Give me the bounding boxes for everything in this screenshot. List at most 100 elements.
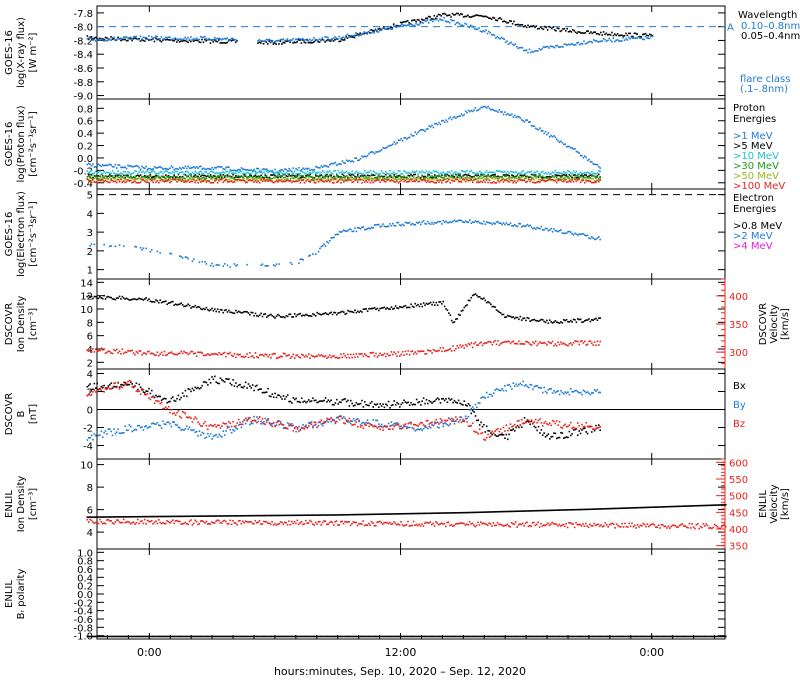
- data-point: [501, 434, 503, 436]
- data-point: [519, 177, 522, 180]
- data-point: [591, 41, 594, 44]
- data-point: [553, 344, 555, 347]
- data-point: [271, 314, 274, 317]
- data-point: [160, 170, 163, 173]
- data-point: [569, 175, 572, 177]
- data-point: [467, 299, 470, 302]
- data-point: [115, 38, 118, 41]
- data-point: [522, 120, 524, 122]
- data-point: [86, 385, 89, 388]
- data-point: [184, 305, 187, 307]
- data-point: [403, 354, 405, 356]
- data-point: [214, 178, 216, 181]
- data-point: [309, 421, 311, 424]
- data-point: [467, 221, 470, 224]
- data-point: [251, 170, 254, 172]
- y-axis-label: [cm⁻³]: [28, 308, 39, 340]
- data-point: [267, 179, 269, 181]
- data-point: [236, 264, 239, 266]
- data-point: [341, 399, 344, 401]
- data-point: [574, 428, 576, 431]
- data-point: [197, 172, 199, 175]
- data-point: [197, 178, 199, 180]
- data-point: [579, 233, 582, 236]
- data-point: [369, 151, 372, 154]
- data-point: [525, 172, 527, 175]
- data-point: [337, 179, 339, 182]
- data-point: [460, 180, 463, 182]
- data-point: [476, 178, 478, 181]
- data-point: [446, 14, 448, 17]
- data-point: [525, 340, 527, 343]
- data-point: [223, 37, 226, 40]
- data-point: [413, 180, 415, 182]
- data-point: [478, 222, 481, 224]
- data-point: [328, 39, 331, 42]
- data-point: [251, 171, 254, 173]
- data-point: [466, 345, 468, 347]
- data-point: [471, 346, 474, 349]
- data-point: [345, 159, 348, 162]
- data-point: [188, 177, 191, 180]
- series--10-mev: [86, 169, 601, 176]
- data-point: [473, 293, 475, 296]
- data-point: [461, 24, 464, 27]
- data-point: [348, 178, 351, 181]
- data-point: [449, 418, 452, 421]
- data-point: [111, 352, 114, 355]
- data-point: [474, 173, 477, 175]
- data-point: [142, 429, 145, 431]
- data-point: [420, 404, 422, 406]
- data-point: [100, 38, 103, 40]
- data-point: [108, 172, 111, 174]
- data-point: [478, 295, 481, 298]
- data-point: [313, 181, 316, 184]
- data-point: [568, 177, 571, 179]
- data-point: [372, 181, 374, 184]
- data-point: [492, 305, 495, 308]
- data-point: [575, 175, 578, 177]
- data-point: [232, 169, 234, 172]
- data-point: [355, 177, 358, 179]
- data-point: [516, 115, 519, 118]
- data-point: [288, 170, 290, 172]
- data-point: [197, 38, 199, 41]
- data-point: [518, 178, 520, 181]
- data-point: [560, 175, 562, 178]
- data-point: [466, 175, 468, 177]
- data-point: [561, 432, 564, 434]
- data-point: [623, 35, 626, 37]
- data-point: [334, 169, 337, 172]
- data-point: [345, 356, 348, 359]
- data-point: [222, 177, 225, 179]
- data-point: [260, 40, 262, 42]
- data-point: [341, 176, 344, 179]
- data-point: [417, 175, 419, 177]
- data-point: [97, 163, 100, 166]
- data-point: [383, 225, 386, 228]
- data-point: [181, 257, 184, 259]
- data-point: [401, 140, 404, 142]
- data-point: [101, 387, 104, 389]
- data-point: [308, 41, 311, 44]
- data-point: [590, 174, 593, 177]
- data-point: [512, 316, 515, 318]
- data-point: [513, 20, 515, 23]
- data-point: [174, 177, 177, 180]
- data-point: [488, 430, 491, 432]
- data-point: [449, 347, 452, 350]
- data-point: [488, 222, 491, 224]
- data-point: [578, 343, 580, 346]
- y-axis-label: log(Electron flux): [16, 191, 27, 277]
- data-point: [551, 435, 554, 438]
- data-point: [429, 301, 432, 304]
- data-point: [550, 388, 552, 390]
- data-point: [92, 348, 94, 350]
- data-point: [380, 179, 383, 182]
- data-point: [572, 174, 575, 176]
- data-point: [459, 402, 461, 405]
- data-point: [481, 173, 484, 176]
- data-point: [333, 178, 335, 181]
- data-point: [359, 227, 362, 230]
- data-point: [215, 172, 218, 174]
